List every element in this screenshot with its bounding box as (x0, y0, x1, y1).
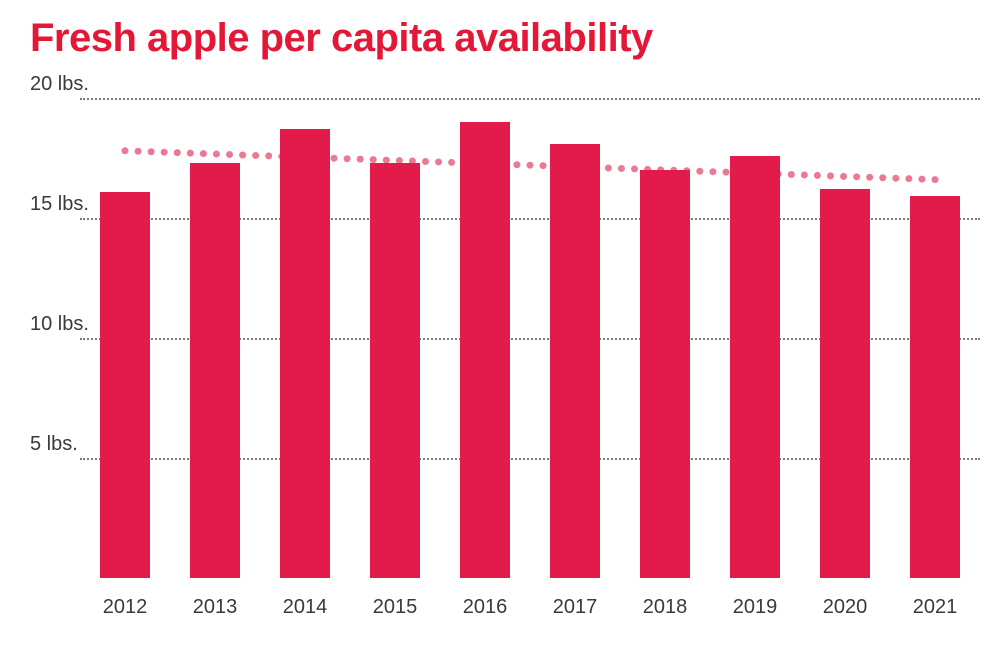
trend-dot (331, 155, 338, 162)
trend-dot (827, 172, 834, 179)
trend-dot (187, 150, 194, 157)
x-axis-label: 2020 (823, 596, 868, 619)
trend-dot (226, 151, 233, 158)
trend-dot (892, 175, 899, 182)
trend-dot (540, 162, 547, 169)
trend-dot (239, 151, 246, 158)
grid-line (80, 98, 980, 100)
trend-dot (527, 162, 534, 169)
trend-dot (696, 168, 703, 175)
trend-dot (722, 169, 729, 176)
trend-dot (631, 165, 638, 172)
trend-dot (801, 171, 808, 178)
x-axis-label: 2014 (283, 596, 328, 619)
x-axis-label: 2015 (373, 596, 418, 619)
x-axis-label: 2019 (733, 596, 778, 619)
y-axis-label: 15 lbs. (30, 193, 89, 216)
x-axis-label: 2018 (643, 596, 688, 619)
trend-dot (448, 159, 455, 166)
bar (820, 189, 870, 578)
plot-area (80, 98, 980, 578)
trend-dot (918, 176, 925, 183)
trend-dot (853, 173, 860, 180)
chart-container: Fresh apple per capita availability 5 lb… (0, 0, 1000, 645)
trend-dot (905, 175, 912, 182)
bar (370, 163, 420, 578)
trend-dot (435, 158, 442, 165)
trend-dot (161, 149, 168, 156)
trend-dot (605, 164, 612, 171)
bar (100, 192, 150, 578)
trend-dot (265, 152, 272, 159)
chart-title: Fresh apple per capita availability (30, 16, 653, 61)
trend-dot (148, 148, 155, 155)
trend-dot (513, 161, 520, 168)
trend-dot (618, 165, 625, 172)
x-axis-label: 2013 (193, 596, 238, 619)
trend-dot (252, 152, 259, 159)
trend-dot (422, 158, 429, 165)
trend-dot (135, 148, 142, 155)
bar (460, 122, 510, 578)
trend-dot (122, 147, 129, 154)
trend-dot (866, 174, 873, 181)
trend-dot (932, 176, 939, 183)
y-axis-label: 10 lbs. (30, 313, 89, 336)
trend-dot (840, 173, 847, 180)
trend-dot (879, 174, 886, 181)
x-axis-label: 2012 (103, 596, 148, 619)
trend-dot (200, 150, 207, 157)
trend-dot (814, 172, 821, 179)
y-axis-label: 5 lbs. (30, 433, 78, 456)
x-axis-label: 2016 (463, 596, 508, 619)
bar (730, 156, 780, 578)
trend-dot (344, 155, 351, 162)
x-axis-label: 2021 (913, 596, 958, 619)
x-axis-label: 2017 (553, 596, 598, 619)
bar (550, 144, 600, 578)
trend-dot (174, 149, 181, 156)
bar (640, 170, 690, 578)
bar (910, 196, 960, 578)
y-axis-label: 20 lbs. (30, 73, 89, 96)
bar (190, 163, 240, 578)
trend-dot (213, 151, 220, 158)
trend-dot (788, 171, 795, 178)
bar (280, 129, 330, 578)
trend-dot (357, 156, 364, 163)
trend-dot (709, 168, 716, 175)
